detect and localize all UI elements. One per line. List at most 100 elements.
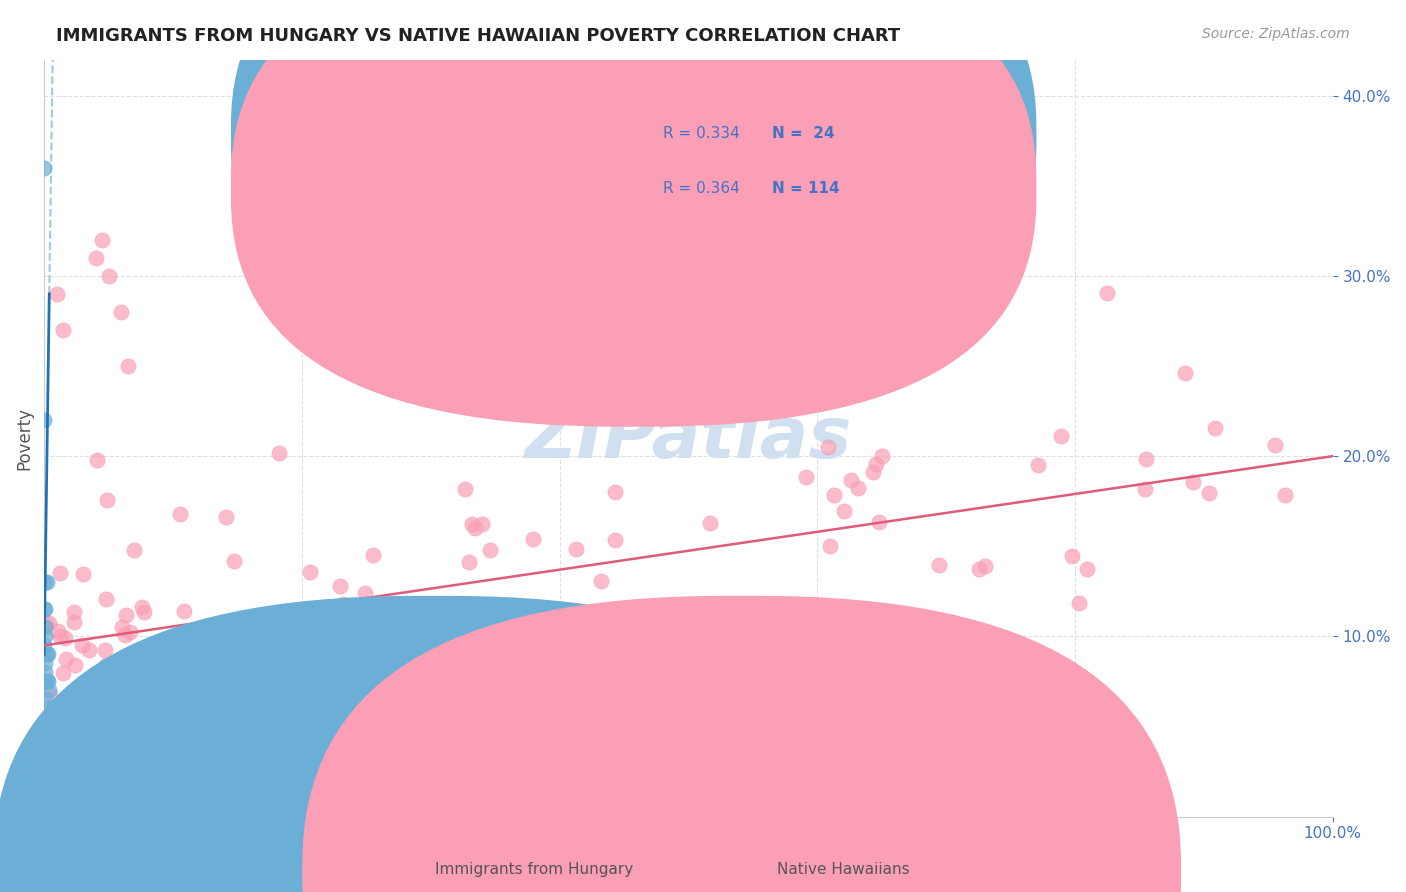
Point: [34, 575, 56, 590]
Text: IMMIGRANTS FROM HUNGARY VS NATIVE HAWAIIAN POVERTY CORRELATION CHART: IMMIGRANTS FROM HUNGARY VS NATIVE HAWAII…: [56, 27, 900, 45]
Point: [564, 542, 586, 557]
Point: [117, 359, 139, 373]
Point: [298, 566, 321, 580]
Point: [1274, 488, 1296, 502]
Point: [1076, 562, 1098, 576]
Point: [862, 465, 884, 479]
Point: [37, 648, 59, 662]
Point: [1135, 482, 1157, 496]
Point: [396, 608, 419, 623]
Point: [224, 554, 246, 568]
Point: [928, 558, 950, 573]
Point: [409, 648, 432, 663]
FancyBboxPatch shape: [231, 0, 1036, 426]
Point: [741, 701, 763, 715]
Point: [37, 674, 59, 689]
Point: [52, 323, 75, 337]
Text: R = 0.334: R = 0.334: [662, 126, 740, 141]
Point: [603, 533, 626, 548]
Point: [53, 631, 76, 645]
Point: [453, 631, 475, 645]
Text: Native Hawaiians: Native Hawaiians: [778, 863, 910, 877]
Point: [32, 413, 55, 427]
Point: [449, 614, 471, 628]
FancyBboxPatch shape: [592, 128, 901, 234]
Point: [122, 542, 145, 557]
Point: [1135, 452, 1157, 467]
Point: [215, 510, 238, 524]
Point: [974, 559, 997, 574]
Point: [620, 641, 643, 656]
Point: [145, 693, 167, 707]
Point: [110, 305, 132, 319]
Point: [131, 600, 153, 615]
Point: [46, 286, 69, 301]
Point: [35, 616, 58, 631]
Point: [49, 566, 72, 581]
Point: [605, 485, 627, 500]
Point: [741, 398, 763, 412]
Point: [422, 667, 444, 681]
Point: [39, 688, 62, 702]
Point: [832, 504, 855, 518]
Point: [34, 674, 56, 689]
Point: [114, 628, 136, 642]
Point: [35, 648, 58, 662]
Point: [96, 493, 118, 508]
Point: [1198, 486, 1220, 500]
Point: [1264, 438, 1286, 452]
Text: Immigrants from Hungary: Immigrants from Hungary: [434, 863, 634, 877]
Point: [87, 688, 110, 702]
Point: [35, 674, 58, 689]
Point: [35, 575, 58, 590]
Point: [579, 622, 602, 636]
Point: [52, 665, 75, 680]
Point: [32, 602, 55, 616]
Point: [84, 251, 107, 265]
Point: [699, 516, 721, 530]
Point: [457, 635, 479, 649]
Point: [38, 615, 60, 630]
Point: [969, 562, 991, 576]
Point: [35, 738, 58, 752]
Point: [868, 515, 890, 529]
Point: [63, 605, 86, 619]
Point: [163, 704, 186, 718]
Point: [522, 533, 544, 547]
Point: [132, 739, 155, 754]
Point: [35, 710, 58, 724]
Point: [70, 638, 93, 652]
Point: [111, 620, 134, 634]
Point: [870, 449, 893, 463]
Point: [63, 615, 86, 630]
Point: [361, 548, 384, 562]
Point: [108, 665, 131, 680]
Point: [1174, 366, 1197, 380]
Point: [55, 652, 77, 666]
Point: [197, 726, 219, 740]
Point: [471, 517, 494, 532]
Point: [846, 481, 869, 495]
Point: [173, 605, 195, 619]
Point: [94, 643, 117, 657]
Point: [865, 457, 887, 471]
Point: [820, 539, 842, 553]
Point: [309, 664, 332, 678]
Point: [461, 516, 484, 531]
Point: [332, 597, 354, 611]
Point: [591, 574, 613, 589]
Point: [454, 483, 477, 497]
Point: [329, 578, 352, 592]
Text: N = 114: N = 114: [772, 181, 839, 195]
Point: [1026, 458, 1049, 472]
Point: [118, 625, 141, 640]
Point: [1204, 421, 1226, 435]
Point: [34, 692, 56, 706]
Text: R = 0.364: R = 0.364: [662, 181, 740, 195]
Point: [1182, 475, 1205, 490]
Point: [817, 389, 839, 403]
Point: [72, 566, 94, 581]
Point: [492, 620, 515, 634]
Point: [560, 657, 582, 671]
Point: [34, 648, 56, 662]
